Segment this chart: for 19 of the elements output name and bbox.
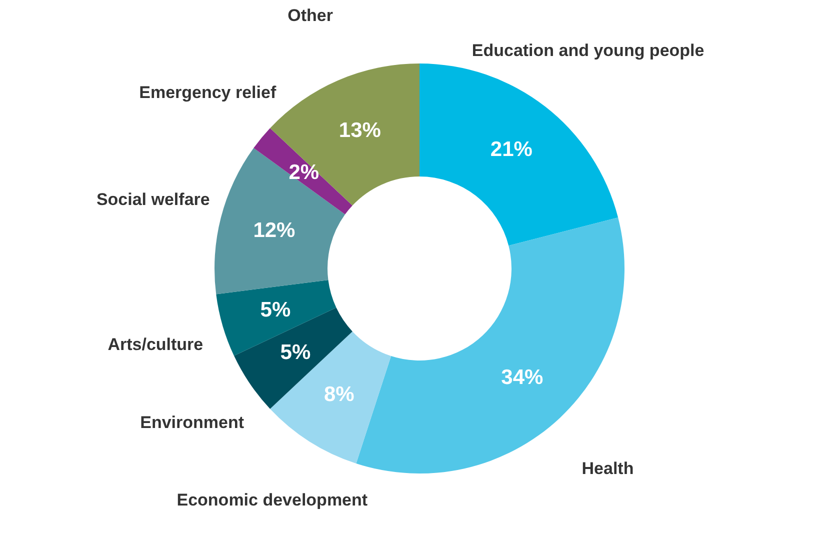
donut-slice bbox=[214, 148, 346, 294]
data-label: 21% bbox=[490, 138, 533, 161]
slice-label: Environment bbox=[140, 413, 244, 432]
slice-label: Health bbox=[582, 458, 634, 478]
slice-label: Education and young people bbox=[472, 41, 704, 60]
data-label: 8% bbox=[324, 383, 355, 406]
data-label: 13% bbox=[338, 118, 382, 142]
slice-label: Social welfare bbox=[96, 190, 210, 210]
donut-slice bbox=[420, 64, 618, 246]
slice-label: Emergency relief bbox=[139, 83, 276, 102]
slice-label: Other bbox=[288, 6, 334, 26]
slice-label: Economic development bbox=[176, 490, 368, 510]
data-label: 12% bbox=[253, 219, 296, 242]
data-label: 34% bbox=[501, 366, 544, 389]
slice-label: Arts/culture bbox=[108, 335, 204, 354]
donut-slice bbox=[270, 331, 392, 464]
data-label: 5% bbox=[260, 298, 291, 322]
data-label: 2% bbox=[288, 160, 320, 184]
data-label: 5% bbox=[280, 340, 311, 364]
